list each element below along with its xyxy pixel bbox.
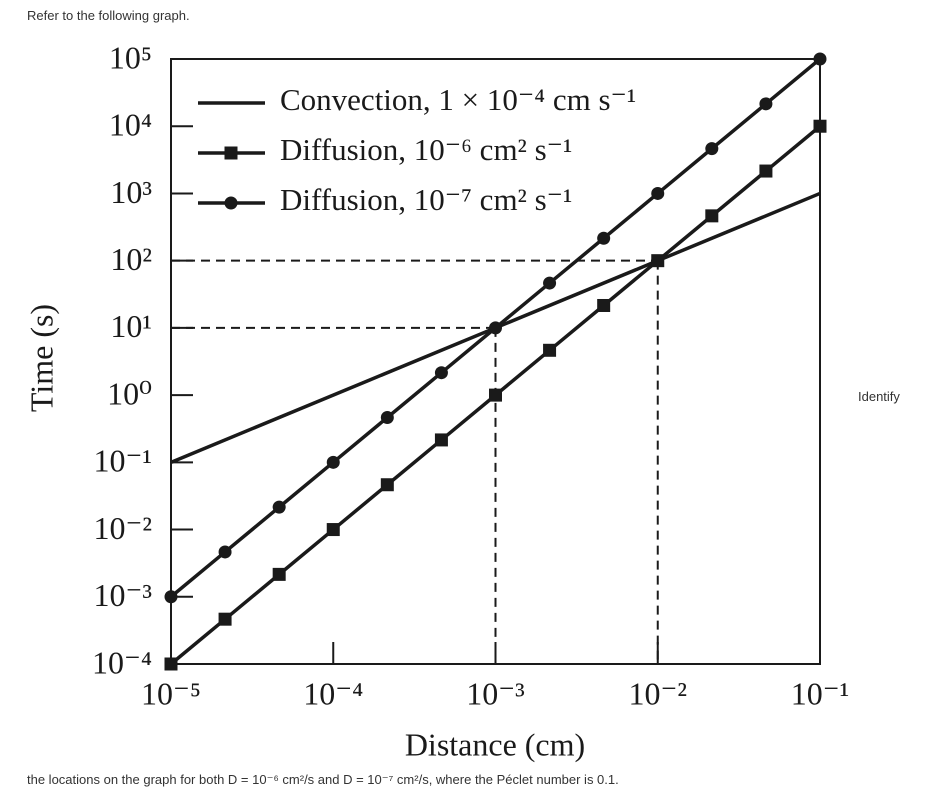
intro-text: Refer to the following graph.	[27, 8, 190, 23]
circle-marker	[380, 411, 394, 425]
square-marker	[543, 343, 557, 357]
y-tick-label: 10²	[110, 241, 152, 277]
square-marker	[326, 523, 340, 537]
side-text: Identify	[858, 389, 900, 404]
y-tick-label: 10³	[110, 174, 152, 210]
legend-marker	[224, 196, 238, 210]
circle-marker	[759, 97, 773, 111]
x-tick-label: 10⁻³	[466, 675, 524, 711]
circle-marker	[434, 366, 448, 380]
legend-marker	[224, 146, 238, 160]
question-text: the locations on the graph for both D = …	[27, 772, 619, 787]
y-tick-label: 10⁻⁴	[92, 644, 152, 680]
legend-label: Convection, 1 × 10⁻⁴ cm s⁻¹	[280, 82, 636, 117]
x-tick-label: 10⁻⁴	[303, 675, 363, 711]
square-marker	[434, 433, 448, 447]
y-tick-label: 10⁻³	[94, 577, 152, 613]
legend-label: Diffusion, 10⁻⁷ cm² s⁻¹	[280, 182, 572, 217]
legend-label: Diffusion, 10⁻⁶ cm² s⁻¹	[280, 132, 572, 167]
square-marker	[759, 164, 773, 178]
x-tick-label: 10⁻¹	[791, 675, 849, 711]
square-marker	[705, 209, 719, 223]
chart: Time (s) Distance (cm) 10⁻⁴ 10⁻³ 10⁻² 10⁻¹ 1…	[23, 39, 849, 762]
square-marker	[380, 478, 394, 492]
circle-marker	[218, 545, 232, 559]
circle-marker	[326, 455, 340, 469]
circle-marker	[272, 500, 286, 514]
square-marker	[164, 657, 178, 671]
y-tick-label: 10⁻¹	[94, 443, 152, 479]
square-marker	[218, 612, 232, 626]
y-tick-label: 10⁰	[107, 375, 152, 411]
square-marker	[597, 298, 611, 312]
square-marker	[272, 567, 286, 581]
y-tick-label: 10⁵	[109, 39, 152, 75]
circle-marker	[813, 52, 827, 66]
circle-marker	[164, 590, 178, 604]
circle-marker	[651, 186, 665, 200]
circle-marker	[543, 276, 557, 290]
x-tick-label: 10⁻⁵	[141, 675, 201, 711]
x-axis-title: Distance (cm)	[405, 726, 585, 762]
circle-marker	[489, 321, 502, 335]
y-tick-label: 10¹	[110, 308, 152, 344]
y-axis-title: Time (s)	[23, 304, 59, 412]
square-marker	[489, 388, 502, 402]
circle-marker	[705, 142, 719, 156]
square-marker	[651, 254, 665, 268]
y-tick-label: 10⁻²	[94, 510, 152, 546]
circle-marker	[597, 231, 611, 245]
y-tick-label: 10⁴	[109, 107, 152, 143]
x-tick-label: 10⁻²	[629, 675, 687, 711]
square-marker	[813, 119, 827, 133]
